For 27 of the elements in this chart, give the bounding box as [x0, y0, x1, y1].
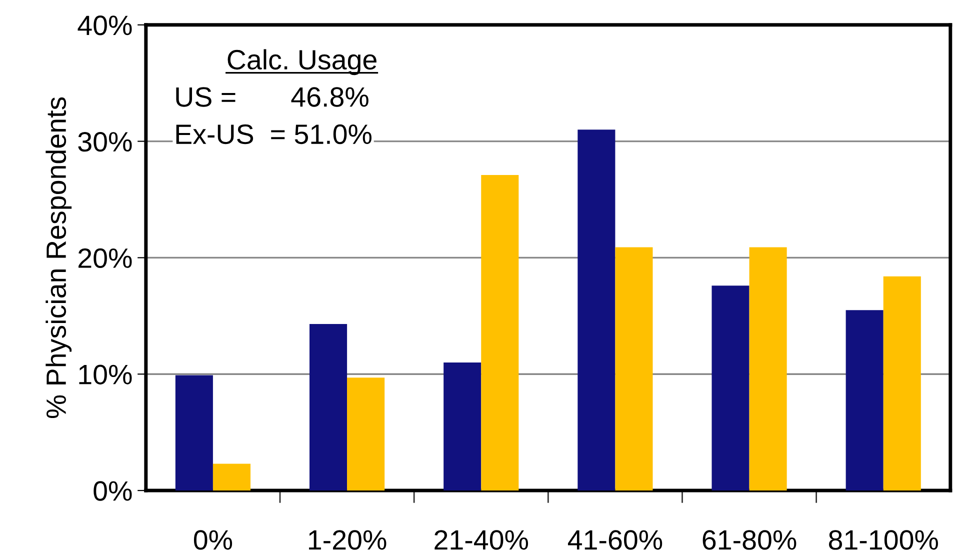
bar	[883, 276, 921, 491]
annotation: US = 46.8%	[176, 87, 368, 107]
annotation: Calc. Usage	[228, 49, 376, 76]
bar	[212, 464, 250, 491]
bar	[310, 324, 348, 491]
bar	[615, 247, 653, 491]
annotation: Ex-US = 51.0%	[176, 124, 372, 144]
y-tick-label: 10%	[79, 364, 132, 384]
y-tick-label: 0%	[94, 481, 132, 501]
bar	[578, 130, 616, 491]
bar	[481, 175, 519, 491]
x-tick-label: 61-80%	[702, 530, 796, 550]
y-tick-label: 30%	[78, 132, 132, 152]
bar	[749, 247, 787, 491]
bar	[444, 362, 482, 491]
x-tick-label: 41-60%	[568, 530, 662, 550]
y-tick-label: 20%	[78, 248, 132, 268]
bar	[712, 286, 750, 491]
x-tick-label: 21-40%	[434, 530, 528, 550]
bar	[347, 378, 385, 491]
y-tick-label: 40%	[78, 16, 132, 36]
x-tick-label: 0%	[194, 530, 232, 550]
x-tick-label: 1-20%	[309, 530, 386, 550]
bar	[846, 310, 884, 491]
y-axis-title: % Physician Respondents	[46, 97, 72, 418]
bar	[175, 375, 213, 491]
x-tick-label: 81-100%	[828, 530, 938, 550]
